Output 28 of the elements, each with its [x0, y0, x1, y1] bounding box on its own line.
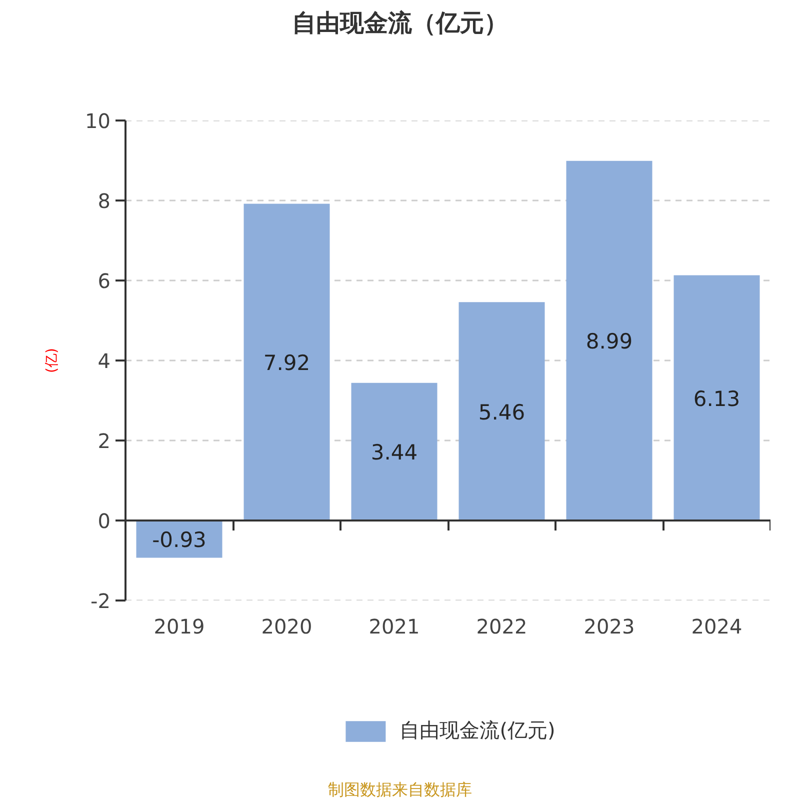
y-tick-label: 0	[98, 509, 111, 533]
x-tick-label: 2021	[368, 614, 420, 638]
bar	[351, 382, 438, 520]
bar	[458, 302, 545, 520]
text: 制图数据来自数据库	[328, 780, 472, 800]
data-label: 3.44	[370, 440, 418, 465]
y-tick-label: 6	[98, 269, 111, 293]
data-label: -0.93	[152, 528, 206, 552]
x-tick-label: 2023	[584, 614, 635, 638]
y-tick-label: 8	[98, 189, 111, 213]
y-tick-label: -2	[90, 589, 111, 613]
bar	[566, 160, 652, 520]
data-label: 5.46	[478, 400, 526, 424]
data-label: 6.13	[693, 386, 740, 411]
legend-label: 自由现金流(亿元)	[400, 717, 556, 744]
bar	[674, 275, 760, 520]
x-tick-label: 2022	[476, 614, 528, 638]
chart-title: 自由现金流（亿元）	[292, 8, 508, 38]
x-tick-label: 2020	[261, 614, 312, 638]
y-tick-label: 2	[98, 429, 111, 453]
bar	[244, 204, 330, 520]
data-label: 8.99	[586, 330, 633, 354]
data-label: 7.92	[263, 351, 310, 376]
x-tick-label: 2024	[691, 614, 742, 638]
x-tick-label: 2019	[154, 614, 205, 638]
y-tick-label: 10	[85, 109, 111, 133]
y-axis-title: (亿)	[44, 348, 60, 373]
y-tick-label: 4	[98, 349, 111, 373]
